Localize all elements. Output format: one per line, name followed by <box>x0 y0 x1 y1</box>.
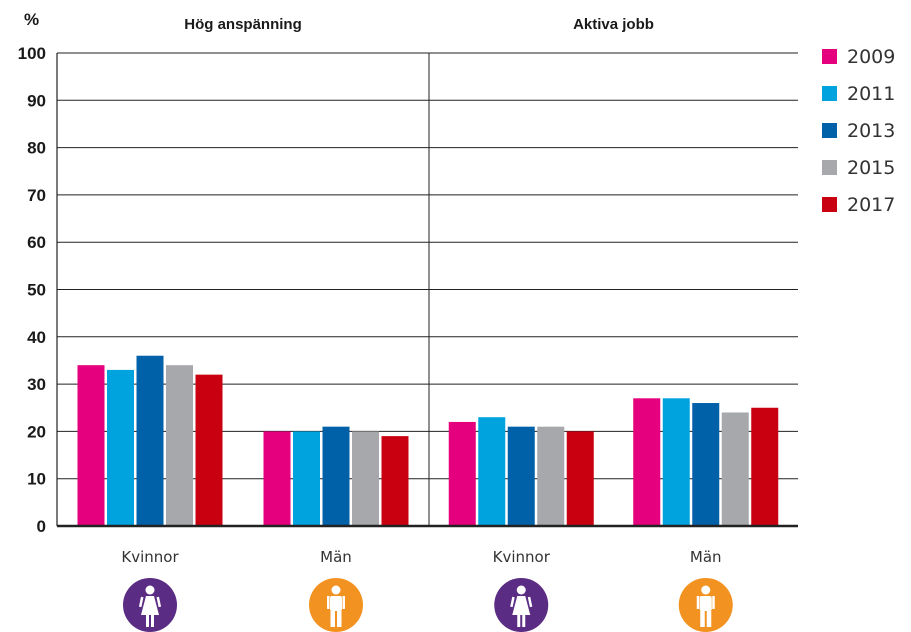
legend-label: 2009 <box>847 46 895 68</box>
legend-label: 2013 <box>847 120 895 142</box>
y-tick-label: 60 <box>27 233 46 252</box>
gender-icons <box>123 578 733 632</box>
bar <box>633 398 661 526</box>
figure-head <box>516 585 526 595</box>
y-tick-label: 80 <box>27 139 46 158</box>
y-unit-label: % <box>24 10 39 29</box>
figure-arm <box>327 596 330 609</box>
y-tick-label: 100 <box>18 44 46 63</box>
bar <box>352 431 379 526</box>
y-tick-label: 90 <box>27 91 46 110</box>
bar <box>507 426 535 526</box>
figure-arm <box>138 596 144 608</box>
legend-label: 2011 <box>847 83 895 105</box>
bar <box>322 426 350 526</box>
female-icon <box>494 578 549 632</box>
figure-head <box>145 585 155 595</box>
category-label: Kvinnor <box>493 548 551 566</box>
category-label: Kvinnor <box>121 548 179 566</box>
legend-swatch <box>822 197 837 212</box>
bar <box>692 403 720 526</box>
figure-leg <box>151 615 154 627</box>
panel-title: Aktiva jobb <box>573 16 654 33</box>
legend-label: 2015 <box>847 157 895 179</box>
bar <box>195 374 223 526</box>
bar <box>263 431 291 526</box>
bar <box>381 436 409 526</box>
category-label: Män <box>320 548 352 566</box>
bar <box>293 431 320 526</box>
figure-leg <box>146 615 149 627</box>
y-tick-label: 20 <box>27 422 46 441</box>
figure-arm <box>510 596 515 608</box>
male-icon <box>309 578 363 632</box>
figure-leg <box>522 615 526 627</box>
y-tick-label: 50 <box>27 281 46 300</box>
labels: 0 10 20 30 40 50 60 70 80 90 100% Hög anspänning Kvi… <box>18 10 722 566</box>
figure-leg <box>700 611 705 627</box>
legend-swatch <box>822 123 837 138</box>
legend: 2009 2011 2013 2015 2017 <box>822 46 895 216</box>
figure-arm <box>342 596 345 609</box>
figure-arm <box>527 596 533 608</box>
bar <box>662 398 690 526</box>
category-label: Män <box>690 548 722 566</box>
y-tick-label: 40 <box>27 328 46 347</box>
figure-head <box>331 585 341 595</box>
bar <box>721 412 749 526</box>
bar <box>77 365 105 526</box>
male-icon <box>678 578 733 632</box>
figure-dress <box>512 596 531 615</box>
bar <box>107 369 134 526</box>
bars <box>77 355 779 526</box>
bar <box>537 426 565 526</box>
bar <box>751 407 779 526</box>
y-tick-label: 0 <box>37 517 46 536</box>
bar <box>478 417 506 526</box>
figure-leg <box>337 611 342 627</box>
figure-leg <box>706 611 712 627</box>
y-tick-label: 10 <box>27 470 46 489</box>
legend-label: 2017 <box>847 194 895 216</box>
legend-swatch <box>822 160 837 175</box>
bar <box>448 421 476 526</box>
figure-torso <box>330 596 342 611</box>
legend-swatch <box>822 86 837 101</box>
bar <box>166 365 193 526</box>
female-icon <box>123 578 177 632</box>
panel-title: Hög anspänning <box>184 16 302 33</box>
y-tick-label: 30 <box>27 375 46 394</box>
figure-leg <box>330 611 335 627</box>
figure-arm <box>696 596 700 609</box>
y-tick-label: 70 <box>27 186 46 205</box>
figure-leg <box>517 615 521 627</box>
legend-swatch <box>822 49 837 64</box>
figure-head <box>701 585 711 595</box>
figure-torso <box>699 596 712 611</box>
figure-arm <box>156 596 162 608</box>
figure-arm <box>712 596 715 609</box>
bar <box>566 431 594 526</box>
bar <box>136 355 164 526</box>
figure-dress <box>141 596 159 615</box>
axes <box>56 53 798 528</box>
